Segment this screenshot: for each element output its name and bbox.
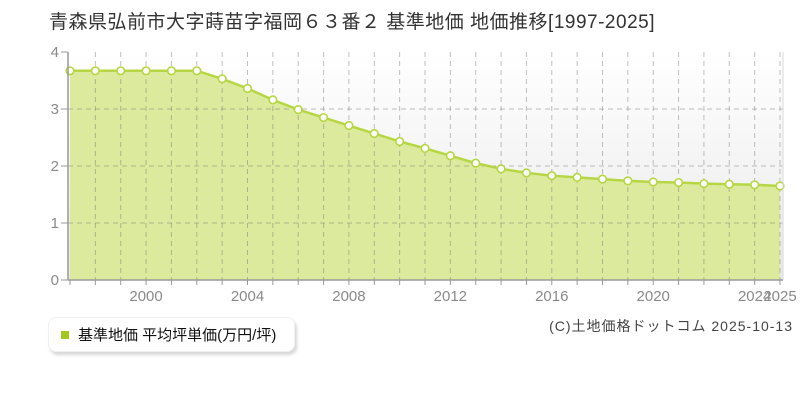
copyright-text: (C)土地価格ドットコム 2025-10-13 — [549, 318, 793, 334]
data-point-2018 — [597, 174, 608, 184]
data-point-2013 — [471, 158, 481, 168]
x-tick-label-2000: 2000 — [129, 288, 162, 305]
data-point-2000 — [141, 66, 151, 76]
legend-label: 基準地価 平均坪単価(万円/坪) — [78, 327, 277, 344]
data-point-2019 — [623, 176, 633, 186]
data-point-2022 — [699, 179, 709, 189]
data-point-2025 — [775, 181, 785, 191]
data-point-2007 — [318, 112, 329, 123]
data-point-2008 — [344, 120, 354, 131]
legend-marker-icon — [61, 330, 69, 339]
data-point-2016 — [547, 171, 557, 181]
data-point-2005 — [268, 95, 278, 105]
x-tick-label-2016: 2016 — [535, 288, 568, 305]
data-points — [65, 66, 785, 191]
data-point-2023 — [724, 179, 734, 189]
y-axis-labels: 0 1 2 3 4 — [51, 44, 59, 289]
x-tick-label-2012: 2012 — [434, 288, 467, 305]
price-area — [70, 70, 780, 280]
data-point-2006 — [293, 104, 303, 115]
data-point-2021 — [673, 177, 684, 188]
x-tick-label-2024: 2024 — [738, 288, 771, 305]
y-tick-label: 4 — [51, 44, 59, 61]
data-point-2014 — [496, 164, 506, 174]
y-tick-label: 1 — [51, 215, 59, 232]
data-point-2020 — [648, 177, 658, 187]
page-title: 青森県弘前市大字蒔苗字福岡６３番２ 基準地価 地価推移[1997-2025] — [49, 12, 655, 33]
x-tick-label-2004: 2004 — [231, 288, 264, 305]
x-tick-label-2020: 2020 — [637, 288, 670, 305]
data-point-2001 — [166, 66, 177, 76]
data-point-2012 — [445, 151, 455, 161]
data-point-2003 — [217, 74, 227, 84]
x-tick-label-2025: 2025 — [763, 288, 796, 305]
data-point-1999 — [116, 66, 126, 76]
legend: 基準地価 平均坪単価(万円/坪) — [48, 317, 296, 352]
data-point-2004 — [242, 83, 253, 94]
data-point-2017 — [572, 172, 582, 182]
data-point-2015 — [521, 168, 532, 178]
x-tick-label-2008: 2008 — [332, 288, 365, 305]
y-tick-label: 0 — [51, 272, 59, 289]
data-point-2010 — [395, 136, 405, 147]
y-tick-label: 2 — [51, 158, 59, 175]
data-point-2011 — [420, 143, 430, 153]
axis-ticks — [61, 51, 781, 285]
data-point-2024 — [750, 180, 760, 190]
gridlines — [68, 52, 783, 280]
data-point-1998 — [90, 66, 100, 76]
y-tick-label: 3 — [51, 101, 59, 118]
data-point-2009 — [369, 128, 379, 139]
data-point-2002 — [192, 66, 202, 76]
